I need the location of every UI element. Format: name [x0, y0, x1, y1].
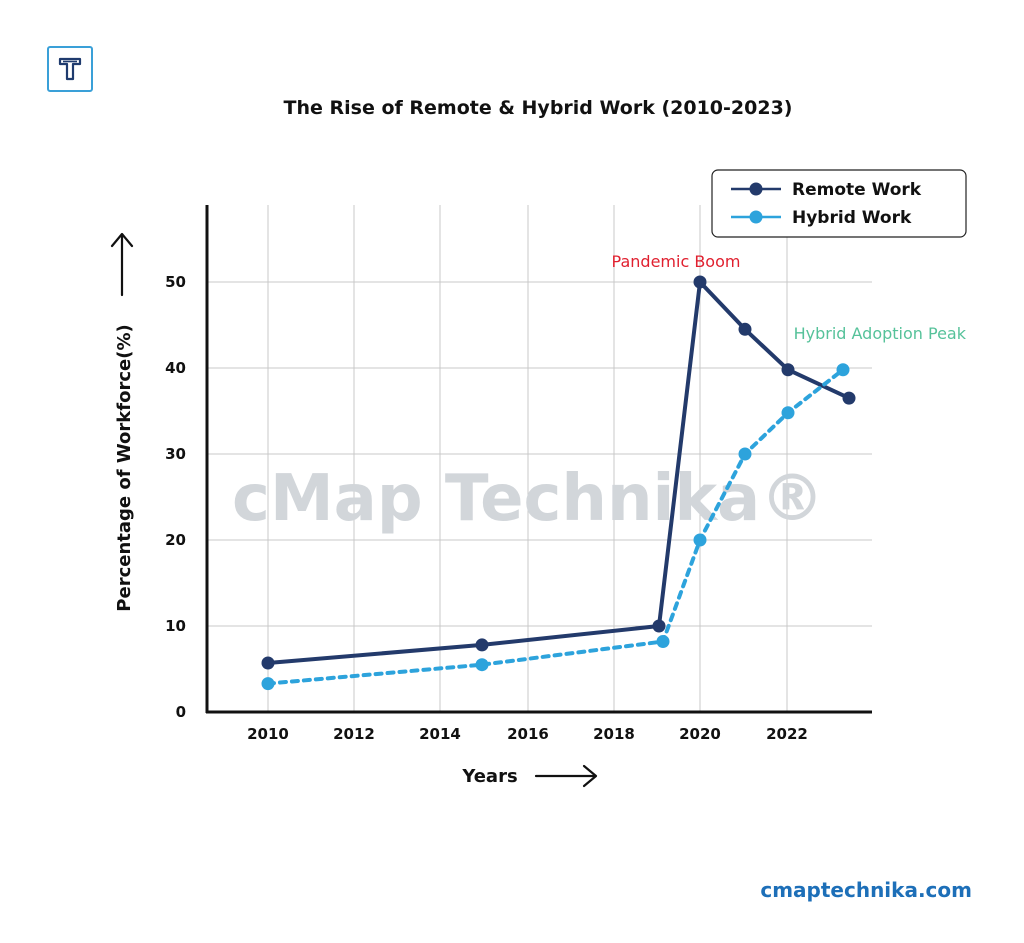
y-tick-label: 0	[176, 703, 186, 721]
hybrid-work-point	[693, 533, 707, 547]
annotation-hybrid-adoption-peak: Hybrid Adoption Peak	[794, 324, 967, 343]
y-tick-label: 30	[165, 445, 186, 463]
hybrid-work-point	[261, 677, 275, 691]
hybrid-work-point	[475, 658, 489, 672]
remote-work-point	[261, 656, 275, 670]
chart-title: The Rise of Remote & Hybrid Work (2010-2…	[284, 97, 793, 119]
legend-hybrid-marker	[749, 210, 763, 224]
x-tick-label: 2018	[593, 725, 635, 743]
y-tick-label: 50	[165, 273, 186, 291]
remote-work-point	[842, 391, 856, 405]
y-tick-label: 40	[165, 359, 186, 377]
y-axis-label: Percentage of Workforce(%)	[114, 324, 135, 611]
website-url[interactable]: cmaptechnika.com	[760, 878, 972, 902]
hybrid-work-point	[781, 406, 795, 420]
legend-remote-label: Remote Work	[792, 180, 922, 200]
legend-hybrid-label: Hybrid Work	[792, 208, 912, 228]
x-tick-label: 2016	[507, 725, 549, 743]
y-axis-arrow-icon	[110, 232, 134, 297]
hybrid-work-point	[656, 634, 670, 648]
remote-work-point	[781, 363, 795, 377]
remote-work-point	[652, 619, 666, 633]
watermark-text: cMap Technika®	[232, 462, 824, 536]
x-axis-label: Years	[461, 766, 517, 787]
t-monogram-logo-icon	[47, 46, 93, 92]
hybrid-work-point	[738, 447, 752, 461]
y-tick-label: 10	[165, 617, 186, 635]
remote-work-point	[738, 322, 752, 336]
x-tick-label: 2010	[247, 725, 289, 743]
x-axis-arrow-icon	[534, 764, 598, 788]
x-tick-label: 2014	[419, 725, 461, 743]
hybrid-work-point	[836, 363, 850, 377]
x-tick-label: 2020	[679, 725, 721, 743]
y-tick-label: 20	[165, 531, 186, 549]
legend-box	[711, 169, 967, 238]
x-tick-label: 2012	[333, 725, 375, 743]
x-tick-label: 2022	[766, 725, 808, 743]
remote-work-point	[693, 275, 707, 289]
annotation-pandemic-boom: Pandemic Boom	[612, 252, 741, 271]
remote-work-point	[475, 638, 489, 652]
legend-remote-marker	[749, 182, 763, 196]
